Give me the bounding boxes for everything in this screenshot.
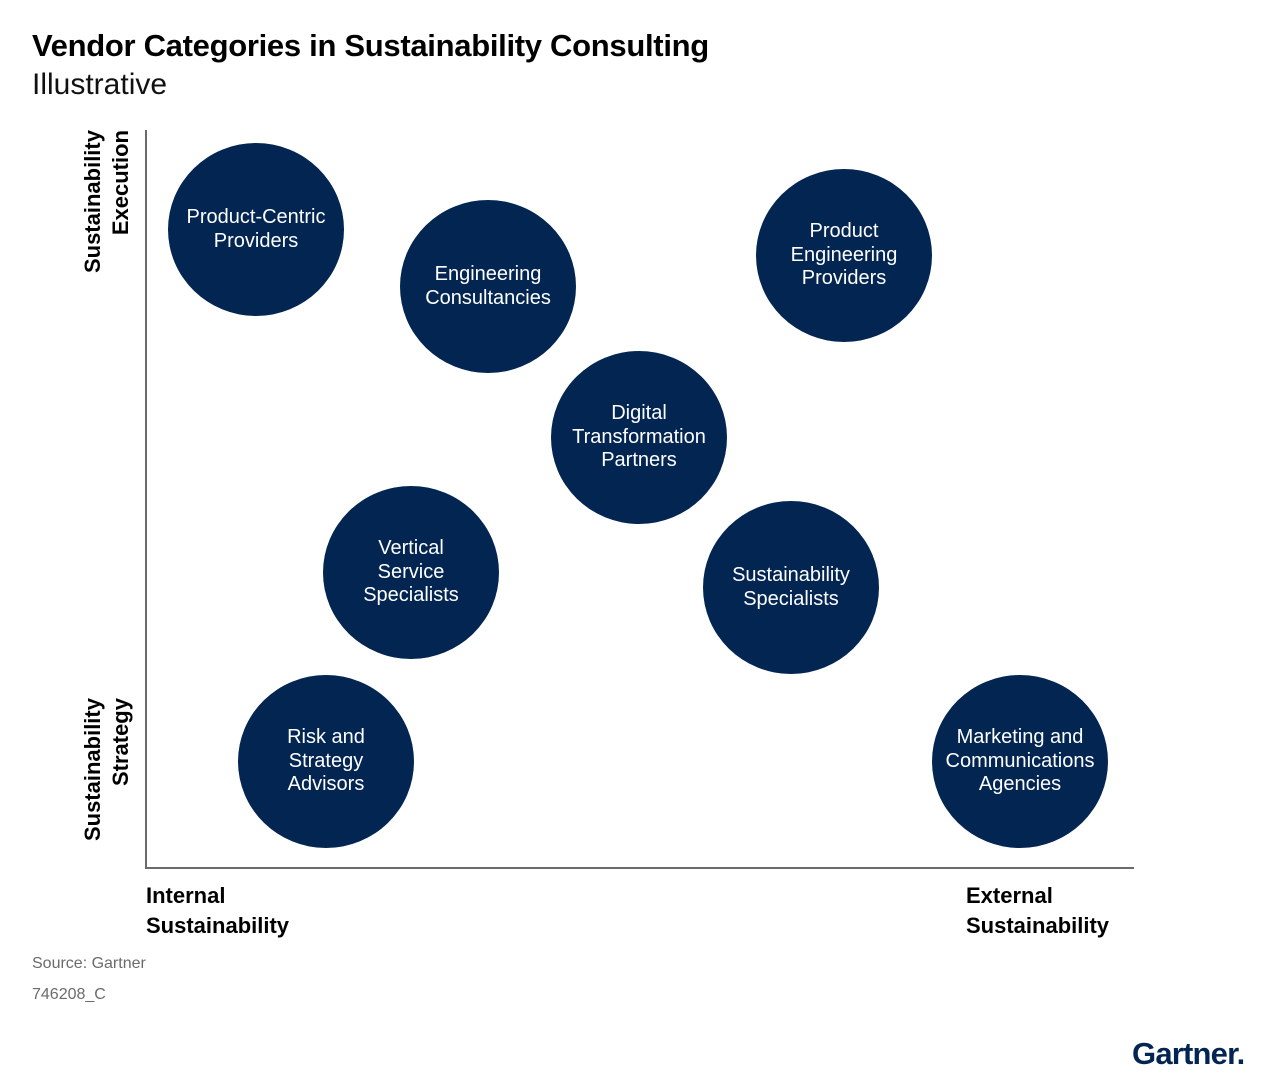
- bubble-engineering-consultancies: Engineering Consultancies: [400, 200, 576, 373]
- bubble-product-centric-providers: Product-Centric Providers: [168, 143, 344, 316]
- x-axis-label-left: Internal Sustainability: [146, 881, 289, 941]
- x-axis-label-left-line1: Internal: [146, 883, 226, 908]
- bubble-label: Sustainability Specialists: [732, 564, 850, 610]
- bubble-label: Product Engineering Providers: [790, 220, 898, 290]
- y-axis-line: [145, 130, 147, 869]
- y-axis-label-top-line2: Execution: [108, 130, 133, 236]
- chart-subtitle: Illustrative: [32, 68, 168, 101]
- gartner-logo: Gartner.: [1132, 1036, 1245, 1071]
- bubble-label: Vertical Service Specialists: [363, 537, 459, 607]
- bubble-label: Risk and Strategy Advisors: [287, 726, 365, 796]
- bubble-digital-transformation-partners: Digital Transformation Partners: [551, 351, 727, 524]
- x-axis-label-right: External Sustainability: [966, 881, 1109, 941]
- x-axis-label-right-line1: External: [966, 883, 1053, 908]
- y-axis-label-bottom-line2: Strategy: [108, 698, 133, 787]
- bubble-marketing-and-communications-agencies: Marketing and Communications Agencies: [932, 675, 1108, 848]
- bubble-vertical-service-specialists: Vertical Service Specialists: [323, 486, 499, 659]
- bubble-risk-and-strategy-advisors: Risk and Strategy Advisors: [238, 675, 414, 848]
- bubble-sustainability-specialists: Sustainability Specialists: [703, 501, 879, 674]
- figure-code: 746208_C: [32, 986, 106, 1003]
- x-axis-label-right-line2: Sustainability: [966, 913, 1110, 938]
- y-axis-label-top-line1: Sustainability: [80, 130, 105, 274]
- y-axis-label-bottom-line1: Sustainability: [80, 698, 105, 842]
- x-axis-label-left-line2: Sustainability: [146, 913, 290, 938]
- bubble-label: Engineering Consultancies: [425, 263, 551, 309]
- y-axis-label-bottom: Sustainability Strategy: [79, 698, 135, 868]
- bubble-label: Marketing and Communications Agencies: [945, 726, 1095, 796]
- chart-title: Vendor Categories in Sustainability Cons…: [32, 28, 709, 63]
- bubble-label: Digital Transformation Partners: [572, 402, 706, 472]
- y-axis-label-top: Sustainability Execution: [79, 130, 135, 312]
- bubble-label: Product-Centric Providers: [186, 206, 326, 252]
- bubble-product-engineering-providers: Product Engineering Providers: [756, 169, 932, 342]
- x-axis-line: [145, 867, 1134, 869]
- source-note: Source: Gartner: [32, 955, 146, 972]
